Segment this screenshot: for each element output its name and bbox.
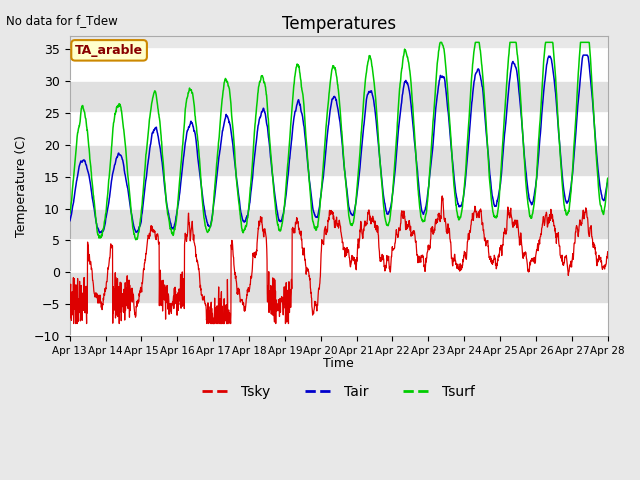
Bar (70, 177, 608, 208)
Bar (70, 240, 608, 273)
Bar (70, 304, 608, 336)
Bar (70, 273, 608, 304)
Title: Temperatures: Temperatures (282, 15, 396, 33)
Bar (70, 208, 608, 240)
Bar (70, 81, 608, 113)
Bar (70, 113, 608, 144)
Y-axis label: Temperature (C): Temperature (C) (15, 135, 28, 237)
Legend: Tsky, Tair, Tsurf: Tsky, Tair, Tsurf (196, 379, 481, 405)
Bar (70, 49, 608, 81)
Text: No data for f_Tdew: No data for f_Tdew (6, 14, 118, 27)
Text: TA_arable: TA_arable (75, 44, 143, 57)
Bar (70, 144, 608, 177)
X-axis label: Time: Time (323, 358, 354, 371)
